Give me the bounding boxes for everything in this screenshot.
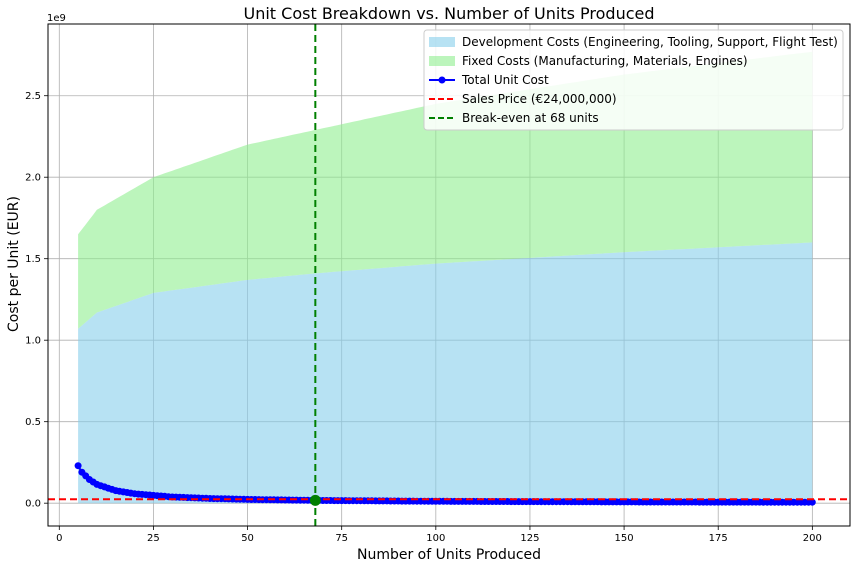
x-tick-label: 175 <box>709 533 728 544</box>
x-tick-label: 200 <box>803 533 822 544</box>
x-axis: 0 25 50 75 100 125 150 175 200 <box>56 526 822 544</box>
area-development-costs <box>78 242 813 504</box>
y-axis: 0.0 0.5 1.0 1.5 2.0 2.5 <box>25 91 48 510</box>
x-tick-label: 100 <box>426 533 445 544</box>
legend-marker-total <box>438 76 446 84</box>
y-tick-label: 2.5 <box>25 91 41 102</box>
legend-box <box>423 29 844 131</box>
y-axis-title: Cost per Unit (EUR) <box>6 196 22 332</box>
y-axis-offset-label: 1e9 <box>47 13 66 24</box>
legend-label-sales-price: Sales Price (€24,000,000) <box>462 92 617 106</box>
y-tick-label: 2.0 <box>25 173 41 184</box>
reference-lines <box>48 24 850 526</box>
x-tick-label: 0 <box>56 533 62 544</box>
legend-label-development: Development Costs (Engineering, Tooling,… <box>462 35 838 49</box>
x-tick-label: 125 <box>520 533 539 544</box>
x-axis-title: Number of Units Produced <box>357 547 541 563</box>
total-unit-cost-point <box>74 462 82 470</box>
y-tick-label: 0.5 <box>25 417 41 428</box>
x-tick-label: 50 <box>241 533 254 544</box>
legend-swatch-development <box>429 37 455 47</box>
line-series <box>74 462 816 506</box>
x-tick-label: 25 <box>147 533 160 544</box>
x-tick-label: 75 <box>335 533 348 544</box>
y-tick-label: 1.0 <box>25 336 41 347</box>
legend-label-fixed: Fixed Costs (Manufacturing, Materials, E… <box>462 54 748 68</box>
legend-label-total: Total Unit Cost <box>461 73 549 87</box>
total-unit-cost-point <box>808 498 816 506</box>
y-tick-label: 1.5 <box>25 254 41 265</box>
legend: Development Costs (Engineering, Tooling,… <box>423 29 844 131</box>
legend-label-breakeven: Break-even at 68 units <box>462 111 599 125</box>
y-tick-label: 0.0 <box>25 499 41 510</box>
plot-frame <box>47 23 851 527</box>
legend-swatch-fixed <box>429 56 455 66</box>
breakeven-point <box>309 494 321 506</box>
x-tick-label: 150 <box>615 533 634 544</box>
chart-title: Unit Cost Breakdown vs. Number of Units … <box>244 4 655 23</box>
